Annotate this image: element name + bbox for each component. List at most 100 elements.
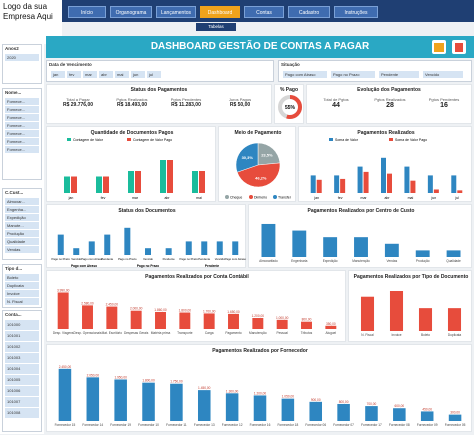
data-label: 3.990,00 — [57, 288, 70, 292]
bar — [360, 296, 375, 331]
bar — [228, 313, 239, 329]
month-abr[interactable]: abr — [99, 71, 113, 78]
slicer-centro-custo-title: C.Cust... — [5, 190, 24, 195]
slicer-item[interactable]: 101005 — [5, 375, 39, 385]
tick-label: Pagamento — [225, 331, 242, 335]
bar — [114, 379, 127, 421]
bar — [415, 250, 430, 257]
bar — [58, 368, 72, 421]
situacao-prazo[interactable]: Pago no Prazo — [331, 71, 375, 78]
legend-swatch — [67, 138, 71, 141]
pct-pago-title: % Pago — [279, 87, 299, 93]
tick-label: Matéria prima — [151, 331, 171, 335]
bar — [155, 311, 166, 329]
slicer-item[interactable]: Manute... — [5, 222, 39, 229]
data-label: 2.000,00 — [130, 307, 143, 311]
data-label: 1.200,00 — [254, 391, 267, 395]
month-jan[interactable]: jan — [51, 71, 65, 78]
slicer-item[interactable]: 101000 — [5, 320, 39, 330]
bar — [199, 171, 205, 193]
report-icon-body — [455, 43, 463, 52]
slicer-item[interactable]: 2020 — [5, 54, 39, 61]
slicer-item[interactable]: Fornece... — [5, 114, 39, 121]
tick-label: Boleto — [421, 333, 430, 337]
nav-cadastro[interactable]: Cadastro — [288, 6, 330, 18]
tab-tabelas[interactable]: Tabelas — [196, 23, 236, 31]
slicer-item[interactable]: Vendas — [5, 246, 39, 253]
legend-swatch — [329, 138, 333, 141]
slicer-item[interactable]: 101001 — [5, 331, 39, 341]
bar — [167, 160, 173, 193]
kpi-value: R$ 29.776,00 — [62, 102, 94, 108]
month-fev[interactable]: fev — [67, 71, 81, 78]
slicer-item[interactable]: Engenha... — [5, 206, 39, 213]
kpi-juros: Juros Pagos R$ 50,00 — [215, 97, 265, 108]
slicer-item[interactable]: Fornece... — [5, 98, 39, 105]
nav-contas[interactable]: Contas — [244, 6, 284, 18]
bar — [252, 318, 264, 329]
chart-title: Pagamentos Realizados por Conta Contábil — [145, 274, 249, 280]
nav-organograma[interactable]: Organograma — [110, 6, 152, 18]
slicer-item[interactable]: Duplicata — [5, 282, 39, 289]
data-label: 1.200,00 — [252, 314, 265, 318]
tick-label: jan — [68, 196, 74, 200]
slicer-item[interactable]: 101008 — [5, 408, 39, 418]
bar — [197, 390, 211, 421]
kpi-value: 16 — [440, 102, 448, 109]
nav-dashboard[interactable]: Dashboard — [200, 6, 240, 18]
slicer-fornecedor-title: Nome... — [5, 90, 22, 95]
situacao-pendente[interactable]: Pendente — [379, 71, 419, 78]
bar — [387, 173, 392, 193]
data-label: 450,00 — [422, 407, 432, 411]
slicer-conta-title: Conta... — [5, 312, 22, 317]
slicer-item[interactable]: Fornece... — [5, 146, 39, 153]
legend-label: Cheque — [230, 196, 242, 200]
situacao-vencido[interactable]: Vencido — [423, 71, 463, 78]
nav-inicio[interactable]: Início — [68, 6, 106, 18]
slicer-item[interactable]: 101003 — [5, 353, 39, 363]
slicer-item[interactable]: 101006 — [5, 386, 39, 396]
slicer-item[interactable]: Invoice — [5, 290, 39, 297]
chart-tipo-documento: Pagamentos Realizados por Tipo de Docume… — [348, 270, 472, 342]
nav-lancamentos[interactable]: Lançamentos — [156, 6, 196, 18]
tick-label: Despesas Gerais — [124, 331, 149, 335]
slicer-item[interactable]: Expedição — [5, 214, 39, 221]
slicer-item[interactable]: 101002 — [5, 342, 39, 352]
bar — [334, 175, 340, 193]
month-mai[interactable]: mai — [115, 71, 129, 78]
kpi-realizados: Pgtos Realizados R$ 18.493,00 — [107, 97, 157, 108]
tick-label: Fornecedor 16 — [250, 423, 271, 427]
slicer-item[interactable]: Fornece... — [5, 138, 39, 145]
slicer-item[interactable]: 101007 — [5, 397, 39, 407]
tick-label: Fornecedor 13 — [194, 423, 215, 427]
status-pagamentos-title: Status dos Pagamentos — [130, 87, 188, 93]
situacao-atraso[interactable]: Pago com Atraso — [283, 71, 327, 78]
slicer-item[interactable]: Boleto — [5, 274, 39, 281]
data-label: 1.000,00 — [276, 316, 289, 320]
month-mar[interactable]: mar — [83, 71, 97, 78]
month-jun[interactable]: jun — [131, 71, 145, 78]
tick-label: Produção — [416, 259, 430, 263]
slicer-item[interactable]: Fornece... — [5, 130, 39, 137]
slicer-sidebar: Anos2 2020 Nome... Fornece... Fornece...… — [0, 44, 44, 434]
kpi-value: R$ 50,00 — [229, 102, 251, 108]
tick-label: Desp. Viagens — [53, 331, 74, 335]
tick-label: jun — [431, 196, 437, 200]
tick-label: Tributos — [301, 331, 313, 335]
bar — [142, 382, 155, 421]
bar — [357, 166, 363, 193]
slicer-tipo-doc: Tipo d... Boleto Duplicata Invoice N. Fi… — [2, 264, 42, 308]
slicer-item[interactable]: Produção — [5, 230, 39, 237]
slicer-item[interactable]: Qualidade — [5, 238, 39, 245]
slicer-item[interactable]: 101004 — [5, 364, 39, 374]
month-jul[interactable]: jul — [147, 71, 161, 78]
tick-label: Fornecedor 15 — [55, 423, 76, 427]
chart-meio-pagamento-svg: Meio de Pagamento 23,5% 46,2% 30,3% Cheque Di… — [225, 130, 292, 200]
slicer-item[interactable]: N. Fiscal — [5, 298, 39, 305]
slicer-item[interactable]: Fornece... — [5, 106, 39, 113]
bar — [145, 248, 151, 255]
slicer-item[interactable]: Fornece... — [5, 122, 39, 129]
nav-instrucoes[interactable]: Instruções — [334, 6, 378, 18]
slicer-item[interactable]: Almoxar... — [5, 198, 39, 205]
